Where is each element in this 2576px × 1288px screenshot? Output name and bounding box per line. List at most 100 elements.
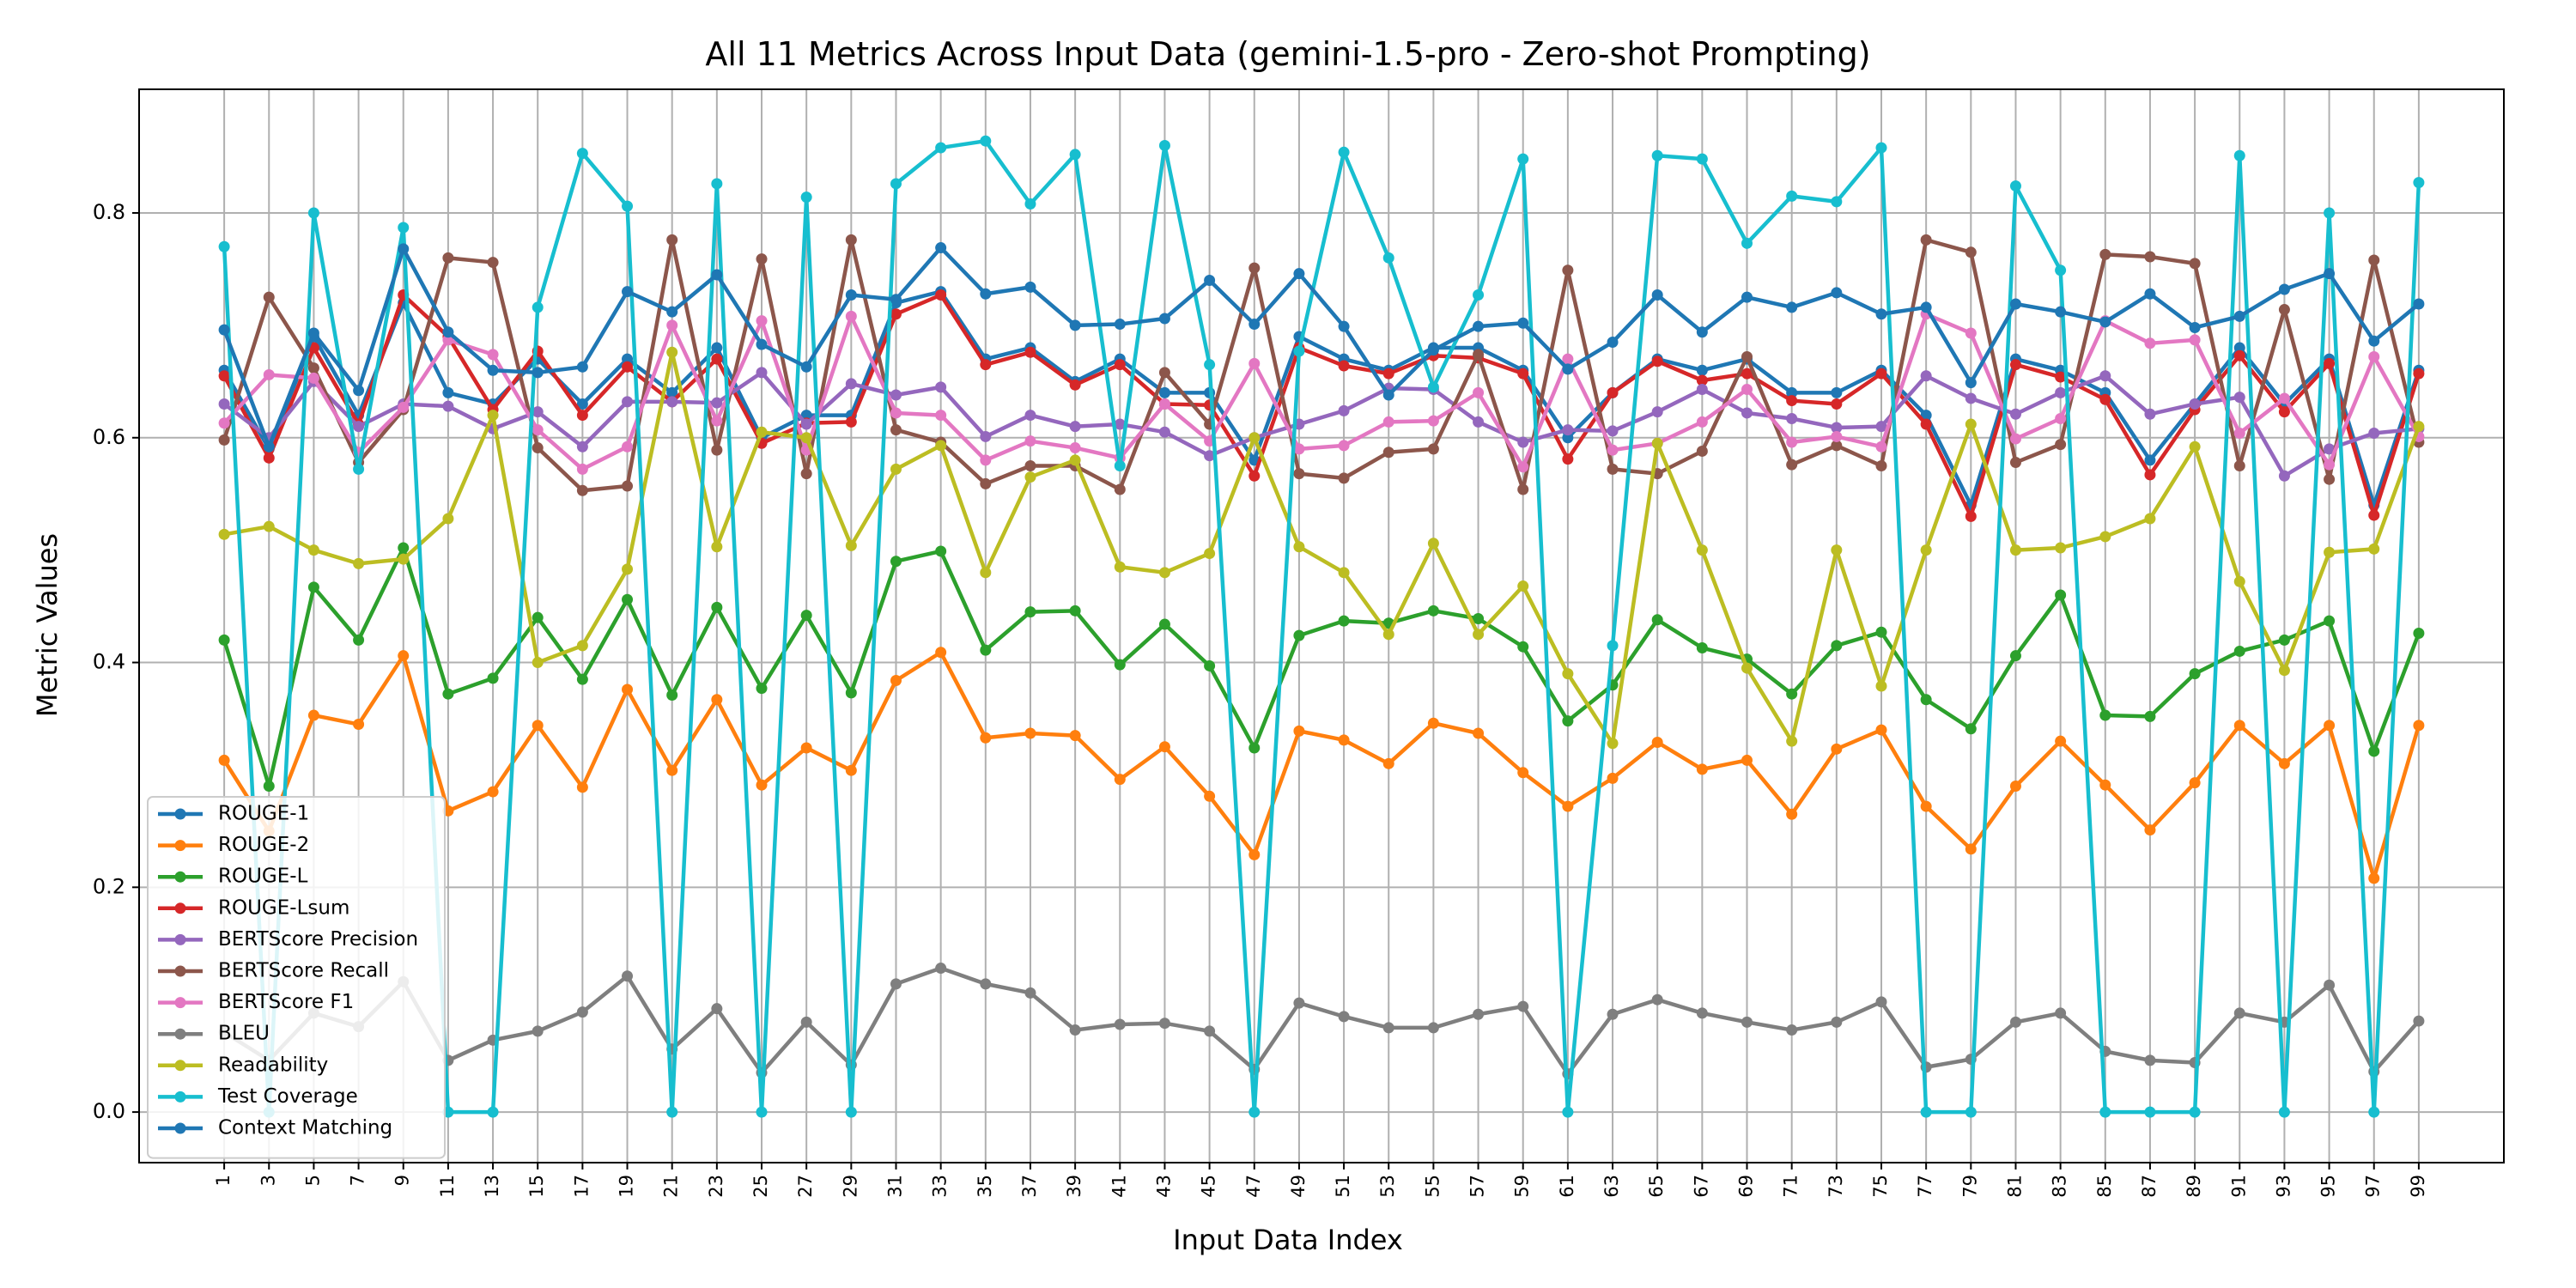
data-point xyxy=(2368,745,2380,757)
data-point xyxy=(532,406,544,418)
data-point xyxy=(1114,319,1126,331)
data-point xyxy=(2324,473,2336,485)
data-point xyxy=(2413,628,2425,640)
x-tick-label: 87 xyxy=(2139,1175,2160,1198)
y-tick-label: 0.8 xyxy=(93,200,125,224)
data-point xyxy=(622,353,634,365)
data-point xyxy=(2099,531,2111,543)
data-point xyxy=(1338,472,1350,484)
legend-swatch-marker xyxy=(174,965,186,977)
data-point xyxy=(800,361,812,373)
data-point xyxy=(398,243,410,255)
legend-label: BERTScore Precision xyxy=(218,928,418,951)
data-point xyxy=(1382,252,1394,264)
data-point xyxy=(1158,386,1170,398)
data-point xyxy=(1562,800,1574,812)
data-point xyxy=(1786,413,1798,425)
data-point xyxy=(711,415,723,427)
series-line xyxy=(222,312,2421,471)
data-point xyxy=(711,1003,723,1015)
x-tick-label: 69 xyxy=(1736,1175,1757,1198)
data-point xyxy=(1875,680,1887,692)
x-tick-label: 49 xyxy=(1288,1175,1309,1198)
data-point xyxy=(1965,1106,1977,1118)
data-point xyxy=(1158,426,1170,438)
data-point xyxy=(800,418,812,430)
data-point xyxy=(1517,317,1529,329)
data-point xyxy=(1338,615,1350,627)
data-point xyxy=(442,386,454,398)
series-lines xyxy=(218,135,2425,1118)
legend-label: ROUGE-2 xyxy=(218,834,309,856)
data-point xyxy=(2413,298,2425,310)
data-point xyxy=(1249,262,1261,274)
x-tick-label: 1 xyxy=(213,1175,234,1186)
data-point xyxy=(711,601,723,613)
data-point xyxy=(1158,567,1170,579)
data-point xyxy=(666,234,678,246)
data-point xyxy=(1831,422,1843,434)
legend-label: BERTScore F1 xyxy=(218,991,354,1013)
data-point xyxy=(1607,444,1619,456)
series-line xyxy=(222,650,2421,881)
data-point xyxy=(2278,406,2290,418)
x-tick-label: 57 xyxy=(1467,1175,1488,1198)
data-point xyxy=(218,434,230,446)
data-point xyxy=(2189,258,2201,270)
data-point xyxy=(2324,207,2336,219)
data-point xyxy=(2233,392,2245,404)
data-point xyxy=(1517,461,1529,473)
data-point xyxy=(487,364,499,376)
data-point xyxy=(1651,736,1663,748)
data-point xyxy=(2055,306,2067,318)
data-point xyxy=(2099,1106,2111,1118)
data-point xyxy=(1517,436,1529,448)
legend-box xyxy=(147,796,446,1159)
data-point xyxy=(845,310,857,322)
data-point xyxy=(2009,1016,2021,1028)
series-line xyxy=(222,246,2421,449)
data-point xyxy=(1473,289,1485,301)
data-point xyxy=(1920,234,1932,246)
legend: ROUGE-1 ROUGE-2 ROUGE-L ROUGE-Lsum BERTScore… xyxy=(147,796,446,1159)
data-point xyxy=(1696,153,1708,165)
data-point xyxy=(666,306,678,318)
data-point xyxy=(353,463,365,475)
data-point xyxy=(2324,979,2336,991)
series-line xyxy=(222,966,2421,1076)
data-point xyxy=(1920,410,1932,422)
data-point xyxy=(2144,469,2156,481)
data-point xyxy=(442,334,454,346)
legend-label: ROUGE-1 xyxy=(218,803,309,825)
data-point xyxy=(576,440,588,453)
data-point xyxy=(218,324,230,336)
data-point xyxy=(307,372,319,384)
data-point xyxy=(1786,808,1798,820)
x-tick-label: 97 xyxy=(2363,1175,2384,1198)
data-point xyxy=(935,440,947,452)
x-tick-label: 45 xyxy=(1199,1175,1219,1198)
data-point xyxy=(1114,774,1126,786)
data-point xyxy=(2368,872,2380,884)
data-point xyxy=(263,520,275,532)
data-point xyxy=(935,963,947,975)
data-point xyxy=(2055,542,2067,554)
data-point xyxy=(263,781,275,793)
data-point xyxy=(576,361,588,373)
data-point xyxy=(2324,443,2336,455)
data-point xyxy=(2368,1106,2380,1118)
plot-frame xyxy=(138,88,2505,1163)
data-point xyxy=(398,542,410,554)
data-point xyxy=(1024,459,1036,471)
data-point xyxy=(2324,720,2336,732)
data-point xyxy=(1069,149,1081,161)
data-point xyxy=(1965,418,1977,430)
x-tick-label: 7 xyxy=(348,1175,368,1186)
data-point xyxy=(2324,268,2336,280)
x-tick-label: 73 xyxy=(1826,1175,1846,1198)
data-point xyxy=(1517,641,1529,653)
data-point xyxy=(1024,281,1036,293)
data-point xyxy=(353,634,365,646)
data-point xyxy=(2278,470,2290,482)
data-point xyxy=(576,673,588,685)
